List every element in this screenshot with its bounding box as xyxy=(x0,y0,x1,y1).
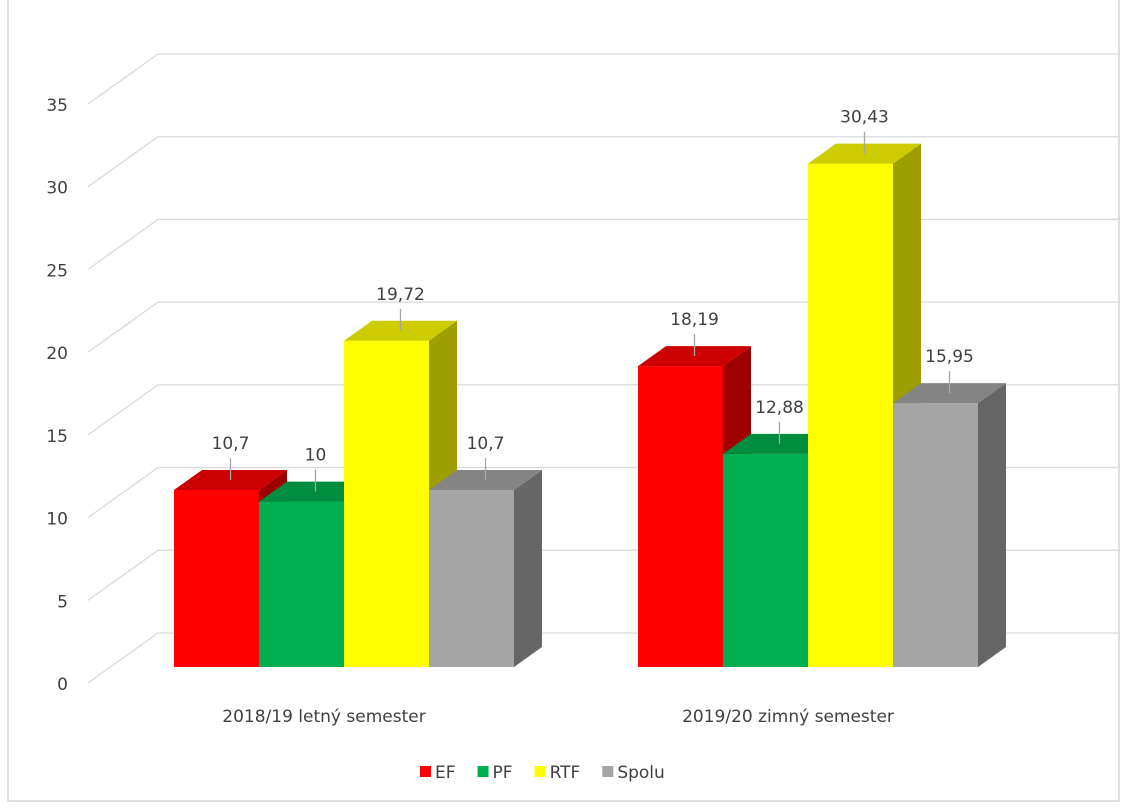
bar-side xyxy=(978,383,1006,667)
legend-label: RTF xyxy=(550,763,581,783)
bar-front xyxy=(893,403,978,667)
grid-line-side xyxy=(87,549,159,601)
data-label: 10,7 xyxy=(212,434,250,454)
bar-front xyxy=(174,489,259,667)
bar-side xyxy=(514,469,542,667)
grid-line-side xyxy=(87,136,159,188)
grid-line-side xyxy=(87,384,159,436)
y-tick-label: 15 xyxy=(46,427,68,447)
y-tick-label: 35 xyxy=(46,96,68,116)
data-label: 12,88 xyxy=(755,398,804,418)
data-label: 18,19 xyxy=(670,310,719,330)
grid-line-side xyxy=(87,218,159,270)
bar-front xyxy=(808,163,893,667)
y-tick-label: 10 xyxy=(46,510,68,530)
data-label: 15,95 xyxy=(925,347,974,367)
bar-front xyxy=(638,366,723,667)
bar-front xyxy=(259,501,344,667)
data-label: 30,43 xyxy=(840,108,889,128)
grid-line-side xyxy=(87,301,159,353)
bar xyxy=(893,383,1006,667)
legend-label: EF xyxy=(435,763,456,783)
grid-line-side xyxy=(87,467,159,519)
bar-front xyxy=(344,340,429,667)
grid-line-side xyxy=(87,53,159,105)
legend-swatch xyxy=(534,766,546,777)
legend-swatch xyxy=(420,766,431,777)
legend-label: PF xyxy=(493,763,513,783)
legend-swatch xyxy=(477,766,489,777)
x-tick-label: 2018/19 letný semester xyxy=(222,707,425,727)
y-tick-label: 5 xyxy=(57,592,68,612)
grid-line-side xyxy=(87,632,159,684)
data-label: 10,7 xyxy=(467,434,505,454)
x-tick-label: 2019/20 zimný semester xyxy=(682,707,894,727)
y-tick-label: 20 xyxy=(46,344,68,364)
legend-label: Spolu xyxy=(617,763,664,783)
bar-front xyxy=(723,453,808,667)
data-label: 19,72 xyxy=(376,285,425,305)
y-tick-label: 25 xyxy=(46,261,68,281)
bar xyxy=(429,469,542,667)
bar-front xyxy=(429,489,514,667)
y-tick-label: 30 xyxy=(46,179,68,199)
bar xyxy=(344,320,457,667)
data-label: 10 xyxy=(305,446,327,466)
y-tick-label: 0 xyxy=(57,675,68,695)
legend-swatch xyxy=(602,766,614,777)
